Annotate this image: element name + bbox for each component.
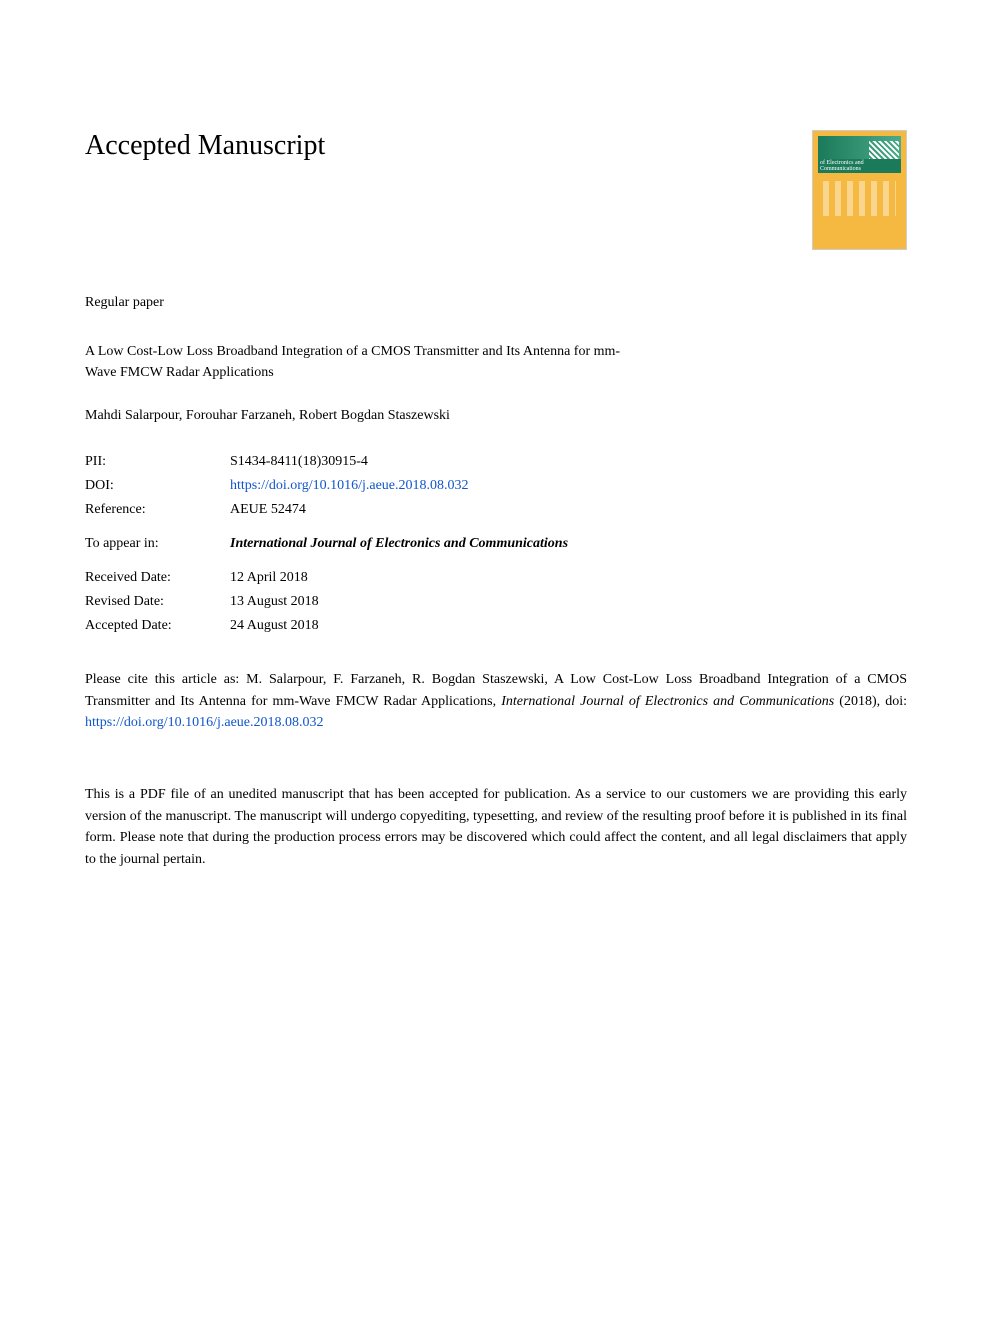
metadata-row-revised: Revised Date: 13 August 2018 bbox=[85, 594, 907, 610]
metadata-row-reference: Reference: AEUE 52474 bbox=[85, 502, 907, 518]
reference-label: Reference: bbox=[85, 502, 230, 518]
disclaimer-text: This is a PDF file of an unedited manusc… bbox=[85, 784, 907, 871]
doi-label: DOI: bbox=[85, 478, 230, 494]
citation-year: (2018), doi: bbox=[834, 694, 907, 709]
revised-label: Revised Date: bbox=[85, 594, 230, 610]
revised-value: 13 August 2018 bbox=[230, 594, 319, 610]
metadata-row-doi: DOI: https://doi.org/10.1016/j.aeue.2018… bbox=[85, 478, 907, 494]
doi-link[interactable]: https://doi.org/10.1016/j.aeue.2018.08.0… bbox=[230, 478, 469, 494]
metadata-table: PII: S1434-8411(18)30915-4 DOI: https://… bbox=[85, 454, 907, 634]
appear-value: International Journal of Electronics and… bbox=[230, 536, 568, 552]
appear-label: To appear in: bbox=[85, 536, 230, 552]
reference-value: AEUE 52474 bbox=[230, 502, 306, 518]
paper-title: A Low Cost-Low Loss Broadband Integratio… bbox=[85, 341, 645, 383]
metadata-row-pii: PII: S1434-8411(18)30915-4 bbox=[85, 454, 907, 470]
accepted-value: 24 August 2018 bbox=[230, 618, 319, 634]
journal-cover-title: of Electronics and Communications bbox=[818, 159, 901, 173]
pii-value: S1434-8411(18)30915-4 bbox=[230, 454, 368, 470]
header-row: Accepted Manuscript of Electronics and C… bbox=[85, 130, 907, 250]
pii-label: PII: bbox=[85, 454, 230, 470]
accepted-manuscript-heading: Accepted Manuscript bbox=[85, 130, 325, 162]
paper-type-label: Regular paper bbox=[85, 295, 907, 311]
page-container: Accepted Manuscript of Electronics and C… bbox=[0, 0, 992, 956]
citation-journal: International Journal of Electronics and… bbox=[501, 694, 834, 709]
citation-block: Please cite this article as: M. Salarpou… bbox=[85, 669, 907, 734]
citation-doi-link[interactable]: https://doi.org/10.1016/j.aeue.2018.08.0… bbox=[85, 715, 324, 730]
received-value: 12 April 2018 bbox=[230, 570, 308, 586]
accepted-label: Accepted Date: bbox=[85, 618, 230, 634]
metadata-row-appear: To appear in: International Journal of E… bbox=[85, 536, 907, 552]
metadata-row-accepted: Accepted Date: 24 August 2018 bbox=[85, 618, 907, 634]
metadata-row-received: Received Date: 12 April 2018 bbox=[85, 570, 907, 586]
authors-list: Mahdi Salarpour, Forouhar Farzaneh, Robe… bbox=[85, 408, 907, 424]
journal-cover-graphic bbox=[823, 181, 896, 216]
received-label: Received Date: bbox=[85, 570, 230, 586]
journal-cover-thumbnail: of Electronics and Communications bbox=[812, 130, 907, 250]
